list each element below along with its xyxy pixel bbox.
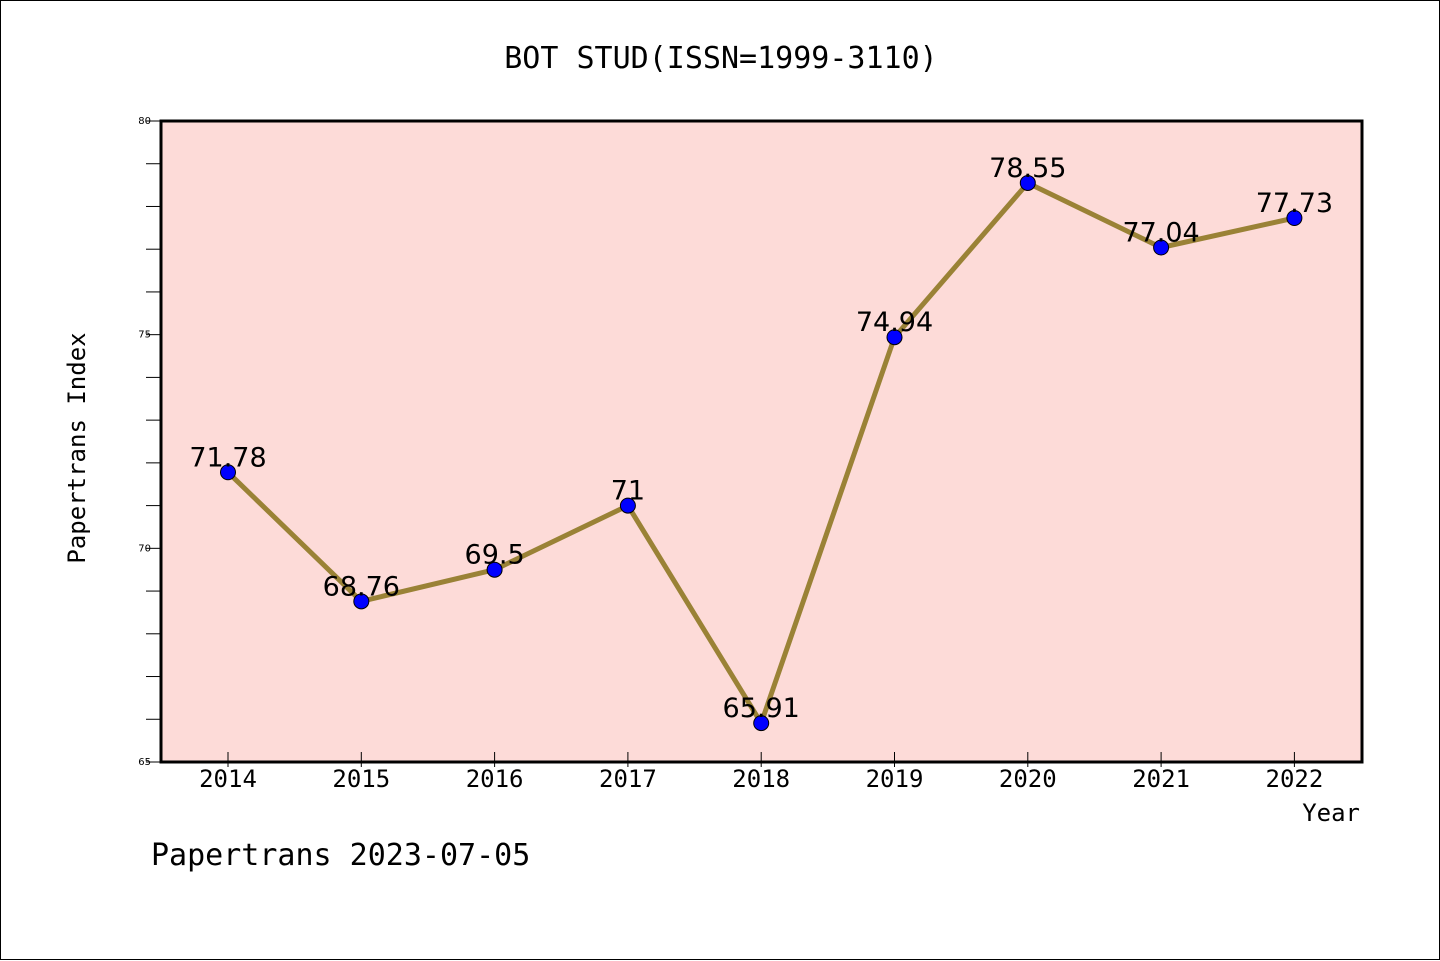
x-tick-label: 2014	[199, 765, 257, 793]
data-point	[353, 593, 370, 610]
data-point	[753, 715, 770, 732]
x-tick-label: 2022	[1266, 765, 1324, 793]
data-point	[1286, 210, 1303, 227]
y-axis-ticks: 65 70 75 80	[138, 116, 161, 768]
y-tick-label: 65	[138, 757, 151, 768]
plot-area	[161, 121, 1362, 762]
data-label: 71.78	[189, 442, 266, 473]
data-point	[486, 561, 503, 578]
y-tick-label: 75	[138, 330, 151, 341]
data-label: 77.04	[1122, 217, 1199, 248]
data-point	[619, 497, 636, 514]
x-axis-ticks: 2014 2015 2016 2017 2018 2019 2020 2021 2022	[199, 752, 1323, 793]
data-points	[220, 174, 1303, 732]
data-point	[220, 464, 236, 481]
y-axis-label: Papertrans Index	[63, 332, 91, 563]
x-tick-label: 2018	[732, 765, 790, 793]
x-tick-label: 2021	[1132, 765, 1190, 793]
x-tick-label: 2016	[466, 765, 524, 793]
data-point	[1019, 174, 1036, 191]
x-tick-label: 2019	[866, 765, 924, 793]
data-label: 68.76	[323, 571, 400, 602]
data-label: 69.5	[465, 540, 525, 571]
data-label: 65.91	[723, 693, 800, 724]
data-label: 71	[611, 476, 645, 507]
plot-border	[159, 119, 1364, 764]
data-label: 74.94	[856, 307, 933, 338]
x-tick-label: 2015	[332, 765, 390, 793]
footer-text: Papertrans 2023-07-05	[151, 838, 530, 873]
data-labels: 71.78 68.76 69.5 71 65.91 74.94 78.55 77.04 77.7…	[189, 153, 1333, 724]
x-tick-label: 2020	[999, 765, 1057, 793]
x-axis-label: Year	[1302, 799, 1360, 827]
data-point	[886, 329, 903, 346]
x-tick-label: 2017	[599, 765, 657, 793]
y-tick-label: 80	[138, 116, 151, 127]
chart-title: BOT STUD(ISSN=1999-3110)	[504, 41, 937, 76]
y-tick-label: 70	[138, 543, 151, 554]
data-label: 77.73	[1256, 188, 1333, 219]
data-label: 78.55	[989, 153, 1066, 184]
data-point	[1153, 239, 1170, 256]
